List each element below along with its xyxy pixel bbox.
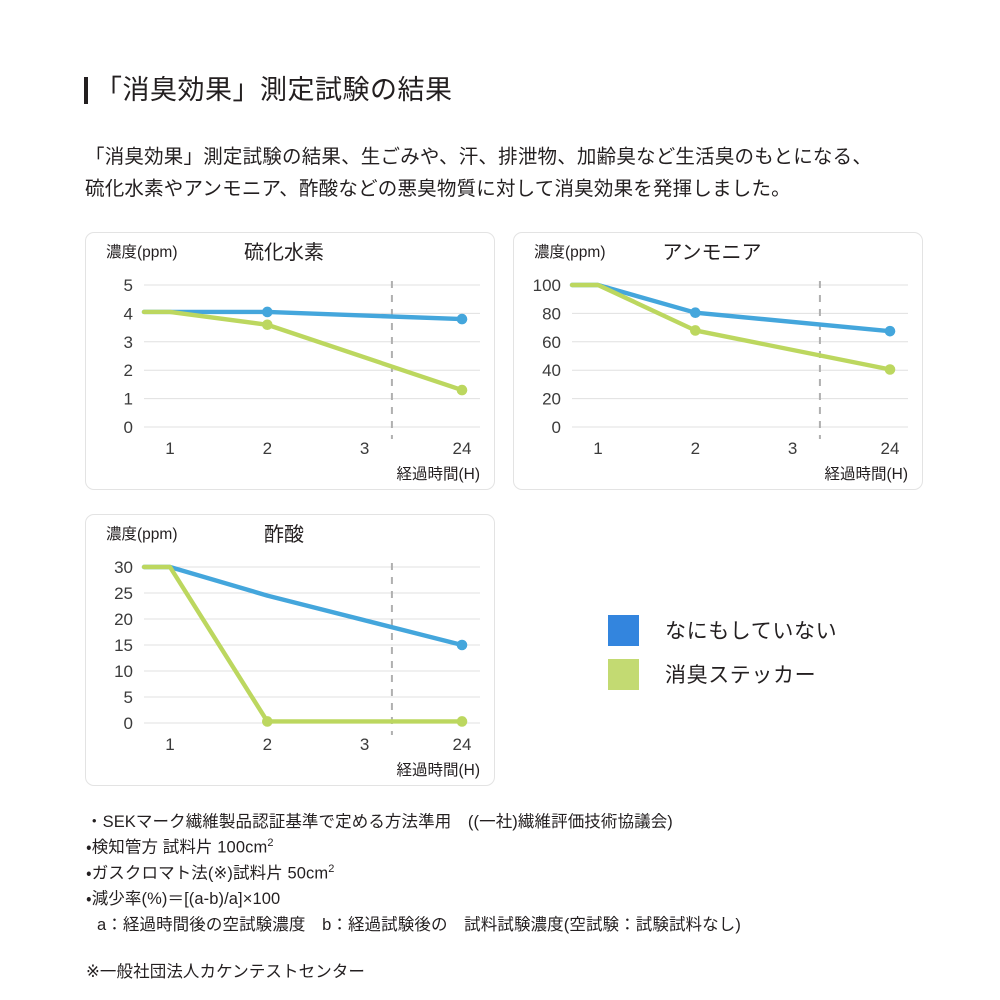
data-point-marker bbox=[690, 307, 701, 318]
legend-label-untreated: なにもしていない bbox=[665, 620, 838, 643]
footnote-formula-legend: a：経過時間後の空試験濃度 b：経過試験後の 試料試験濃度(空試験：試験試料なし… bbox=[97, 915, 741, 934]
y-tick-label: 25 bbox=[114, 584, 133, 603]
x-axis-label: 経過時間(H) bbox=[396, 761, 480, 779]
series-line-untreated bbox=[141, 564, 465, 648]
x-tick-label: 3 bbox=[788, 439, 797, 458]
footnote-detector-tube-text: ・検知管方 試料片 100cm bbox=[86, 838, 268, 857]
x-tick-label: 1 bbox=[165, 439, 174, 458]
data-point-marker bbox=[884, 325, 896, 337]
footnote-sek-standard: ・SEKマーク繊維製品認証基準で定める方法準用 ((一社)繊維評価技術協議会) bbox=[86, 813, 673, 831]
y-tick-label: 40 bbox=[542, 361, 561, 380]
series-line-untreated bbox=[569, 282, 893, 334]
chart-title: 酢酸 bbox=[264, 523, 304, 546]
x-tick-label: 3 bbox=[360, 439, 369, 458]
x-tick-label: 1 bbox=[593, 439, 602, 458]
footnotes: ・SEKマーク繊維製品認証基準で定める方法準用 ((一社)繊維評価技術協議会) … bbox=[86, 810, 741, 985]
data-point-marker bbox=[262, 319, 273, 331]
x-tick-label: 24 bbox=[881, 439, 900, 458]
data-point-marker bbox=[456, 639, 468, 651]
y-tick-label: 30 bbox=[114, 558, 133, 577]
footnote-detector-tube-sup: 2 bbox=[267, 837, 274, 850]
y-tick-label: 0 bbox=[552, 418, 561, 437]
page-title-text: 「消臭効果」測定試験の結果 bbox=[95, 75, 453, 105]
data-point-marker bbox=[262, 716, 273, 727]
intro-line-1: 「消臭効果」測定試験の結果、生ごみや、汗、排泄物、加齢臭など生活臭のもとになる、 bbox=[85, 146, 873, 168]
y-tick-label: 4 bbox=[124, 304, 133, 323]
data-point-marker bbox=[456, 313, 468, 325]
y-axis-label: 濃度(ppm) bbox=[106, 243, 177, 261]
x-tick-label: 24 bbox=[453, 439, 472, 458]
y-tick-label: 20 bbox=[114, 610, 133, 629]
intro-line-2: 硫化水素やアンモニア、酢酸などの悪臭物質に対して消臭効果を発揮しました。 bbox=[85, 177, 791, 200]
y-tick-label: 20 bbox=[542, 390, 561, 409]
data-point-marker bbox=[262, 306, 273, 318]
x-tick-label: 2 bbox=[263, 735, 272, 754]
y-tick-label: 10 bbox=[114, 662, 133, 681]
legend-label-deodorant-sticker: 消臭ステッカー bbox=[665, 664, 817, 687]
y-tick-label: 1 bbox=[124, 390, 133, 409]
data-point-marker bbox=[456, 384, 468, 396]
chart-legend: なにもしていない 消臭ステッカー bbox=[608, 608, 837, 696]
series-line-deodorant-sticker bbox=[141, 309, 465, 393]
y-tick-label: 3 bbox=[124, 333, 133, 352]
y-tick-label: 15 bbox=[114, 636, 133, 655]
legend-item-deodorant-sticker: 消臭ステッカー bbox=[608, 652, 837, 696]
page-title: 「消臭効果」測定試験の結果 bbox=[84, 75, 453, 106]
chart-card-ammonia: 濃度(ppm) アンモニア 0 20 40 60 80 100 1 2 3 24 経過時間(H) bbox=[513, 232, 923, 490]
data-point-marker bbox=[690, 325, 701, 336]
chart-card-hydrogen-sulfide: 濃度(ppm) 硫化水素 0 1 2 3 4 5 1 2 3 24 経過時間(H) bbox=[85, 232, 495, 490]
title-accent-bar bbox=[84, 77, 88, 105]
x-axis-label: 経過時間(H) bbox=[824, 465, 908, 483]
footnote-gas-chromatography: ・ガスクロマト法(※)試料片 50cm2 bbox=[86, 861, 741, 887]
series-line-deodorant-sticker bbox=[569, 282, 893, 372]
chart-svg-acetic-acid: 濃度(ppm) 酢酸 0 5 10 15 20 25 30 1 2 3 24 経過時間(H) bbox=[106, 523, 480, 779]
y-tick-label: 2 bbox=[124, 361, 133, 380]
series-line-deodorant-sticker bbox=[141, 564, 465, 724]
y-tick-label: 0 bbox=[124, 418, 133, 437]
footnote-gas-chromatography-sup: 2 bbox=[328, 863, 335, 876]
x-tick-label: 2 bbox=[263, 439, 272, 458]
data-point-marker bbox=[884, 364, 896, 375]
chart-svg-ammonia: 濃度(ppm) アンモニア 0 20 40 60 80 100 1 2 3 24 経過時間(H) bbox=[533, 242, 908, 483]
legend-item-untreated: なにもしていない bbox=[608, 608, 837, 652]
x-tick-label: 24 bbox=[453, 735, 472, 754]
footnote-test-center: ※一般社団法人カケンテストセンター bbox=[86, 963, 366, 982]
x-tick-label: 3 bbox=[360, 735, 369, 754]
x-tick-label: 2 bbox=[691, 439, 700, 458]
legend-swatch-deodorant-sticker bbox=[608, 658, 639, 690]
chart-title: 硫化水素 bbox=[244, 241, 324, 264]
footnote-gas-chromatography-text: ・ガスクロマト法(※)試料片 50cm bbox=[86, 864, 329, 883]
intro-paragraph: 「消臭効果」測定試験の結果、生ごみや、汗、排泄物、加齢臭など生活臭のもとになる、… bbox=[85, 142, 965, 205]
legend-swatch-untreated bbox=[608, 614, 639, 646]
chart-title: アンモニア bbox=[662, 242, 761, 264]
y-tick-label: 80 bbox=[542, 304, 561, 323]
footnote-reduction-formula: ・減少率(%)＝[(a-b)/a]×100 bbox=[86, 890, 281, 909]
footnote-detector-tube: ・検知管方 試料片 100cm2 bbox=[86, 835, 741, 861]
y-tick-label: 5 bbox=[124, 688, 133, 707]
chart-svg-hydrogen-sulfide: 濃度(ppm) 硫化水素 0 1 2 3 4 5 1 2 3 24 経過時間(H) bbox=[106, 241, 480, 483]
data-point-marker bbox=[456, 716, 468, 727]
y-tick-label: 60 bbox=[542, 333, 561, 352]
y-tick-label: 0 bbox=[124, 714, 133, 733]
y-tick-label: 100 bbox=[533, 276, 561, 295]
y-tick-label: 5 bbox=[124, 276, 133, 295]
x-tick-label: 1 bbox=[165, 735, 174, 754]
chart-card-acetic-acid: 濃度(ppm) 酢酸 0 5 10 15 20 25 30 1 2 3 24 経過時間(H) bbox=[85, 514, 495, 786]
y-axis-label: 濃度(ppm) bbox=[534, 243, 605, 261]
y-axis-label: 濃度(ppm) bbox=[106, 525, 177, 543]
x-axis-label: 経過時間(H) bbox=[396, 465, 480, 483]
